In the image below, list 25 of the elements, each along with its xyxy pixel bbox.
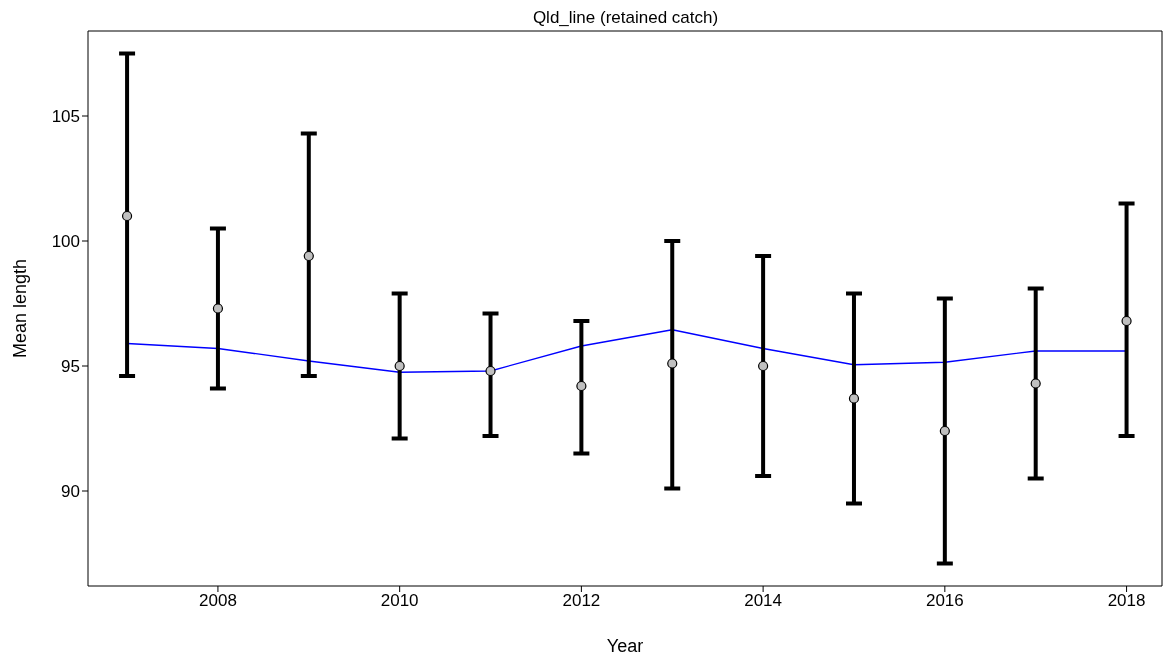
point — [758, 360, 769, 372]
point — [394, 360, 405, 372]
point — [667, 358, 678, 369]
y-tick-label: 100 — [51, 232, 80, 252]
x-axis-title: Year — [606, 636, 644, 656]
x-tick-label: 2012 — [562, 591, 601, 611]
point — [212, 303, 224, 314]
chart-title: Qld_line (retained catch) — [531, 8, 720, 28]
y-axis-title: Mean length — [10, 258, 31, 359]
y-tick-label: 95 — [61, 357, 80, 377]
y-tick-label: 105 — [51, 107, 80, 127]
point — [939, 425, 950, 437]
x-tick-label: 2016 — [925, 591, 964, 611]
x-tick-label: 2014 — [744, 591, 783, 611]
point — [303, 250, 314, 262]
point — [485, 365, 496, 377]
x-tick-label: 2008 — [199, 591, 237, 611]
y-tick-label: 90 — [61, 482, 80, 502]
point — [121, 210, 133, 222]
point — [1030, 378, 1041, 389]
x-tick-label: 2010 — [380, 591, 419, 611]
point — [1121, 315, 1132, 327]
x-tick-label: 2018 — [1107, 591, 1146, 611]
point — [848, 393, 860, 404]
point — [576, 380, 587, 392]
